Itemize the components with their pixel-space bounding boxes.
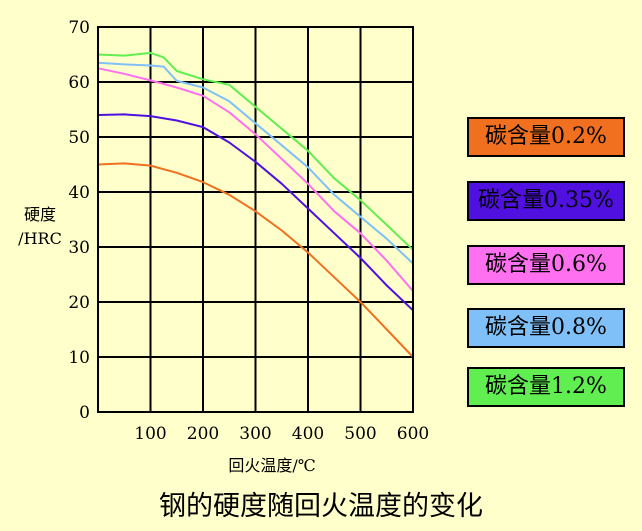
y-axis-title-line1: 硬度 xyxy=(24,205,56,224)
x-tick-label: 400 xyxy=(292,424,324,444)
y-tick-label: 40 xyxy=(68,183,90,203)
x-tick-label: 100 xyxy=(134,424,166,444)
y-tick-label: 10 xyxy=(68,348,90,368)
series-line xyxy=(97,162,414,358)
y-tick-label: 50 xyxy=(68,128,90,148)
x-tick-label: 500 xyxy=(344,424,376,444)
x-axis-title: 回火温度/℃ xyxy=(228,456,315,475)
y-tick-label: 30 xyxy=(68,238,90,258)
chart: 100 200 300 400 500 600 0 10 20 30 40 50 60 70 硬度 /HR… xyxy=(18,18,429,475)
series-layer xyxy=(97,51,414,358)
y-tick-label: 20 xyxy=(68,293,90,313)
y-axis-title-line2: /HRC xyxy=(18,229,62,248)
grid xyxy=(98,26,414,413)
x-tick-label: 200 xyxy=(187,424,219,444)
x-tick-label: 300 xyxy=(239,424,271,444)
legend-entry: 碳含量0.2% xyxy=(467,117,625,157)
series-line xyxy=(97,61,414,265)
legend-entry: 碳含量0.8% xyxy=(467,308,625,348)
y-tick-label: 70 xyxy=(68,18,90,38)
series-line xyxy=(97,113,414,312)
legend-entry: 碳含量1.2% xyxy=(467,367,625,407)
y-tick-label: 60 xyxy=(68,73,90,93)
legend-entry: 碳含量0.6% xyxy=(467,245,625,285)
plot-frame xyxy=(97,26,414,413)
y-tick-label: 0 xyxy=(79,403,90,423)
series-line xyxy=(97,67,414,292)
legend-entry: 碳含量0.35% xyxy=(467,181,625,221)
ticks: 100 200 300 400 500 600 0 10 20 30 40 50 60 70 xyxy=(68,18,429,444)
x-tick-label: 600 xyxy=(397,424,429,444)
chart-title: 钢的硬度随回火温度的变化 xyxy=(159,491,483,522)
series-line xyxy=(97,51,414,251)
